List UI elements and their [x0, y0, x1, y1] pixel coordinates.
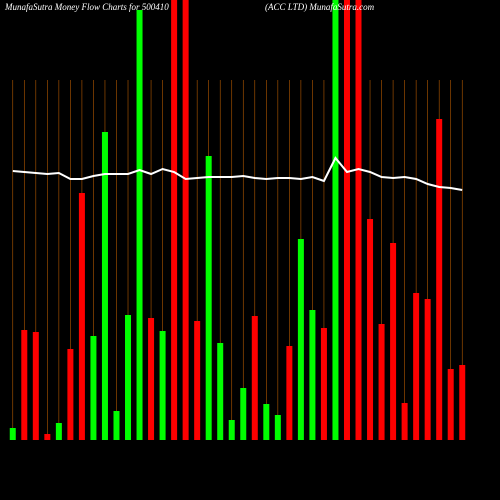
bar — [343, 0, 350, 440]
bar — [9, 428, 16, 440]
bar — [320, 328, 327, 440]
bar — [367, 219, 374, 440]
bar — [44, 434, 51, 440]
bar — [171, 0, 178, 440]
line — [12, 156, 463, 191]
bar — [297, 239, 304, 440]
bar — [182, 0, 189, 440]
bar — [136, 10, 143, 440]
bar — [263, 404, 270, 440]
bar — [355, 0, 362, 440]
bar — [125, 315, 132, 440]
bar — [78, 193, 85, 440]
bar — [424, 299, 431, 440]
bar — [309, 310, 316, 440]
bar — [447, 369, 454, 440]
bar — [205, 156, 212, 440]
bar — [55, 423, 62, 440]
bar — [378, 324, 385, 440]
bars — [9, 0, 466, 440]
bar — [251, 316, 258, 440]
bar — [274, 415, 281, 440]
bar — [228, 420, 235, 440]
bar — [101, 132, 108, 440]
bar — [401, 403, 408, 440]
bar — [390, 243, 397, 440]
bar — [21, 330, 28, 440]
bar — [436, 119, 443, 440]
bar — [32, 332, 39, 440]
bar — [286, 346, 293, 440]
lines — [12, 156, 463, 191]
bar — [159, 331, 166, 440]
bar — [194, 321, 201, 440]
bar — [332, 0, 339, 440]
bar — [67, 349, 74, 440]
bar — [217, 343, 224, 440]
chart-subtitle: (ACC LTD) MunafaSutra.com — [265, 2, 375, 12]
bar — [113, 411, 120, 440]
bar — [148, 318, 155, 440]
bar — [413, 293, 420, 440]
bar — [459, 365, 466, 440]
bar — [240, 388, 247, 440]
chart-title: MunafaSutra Money Flow Charts for 500410 — [4, 2, 169, 12]
bar — [90, 336, 97, 440]
